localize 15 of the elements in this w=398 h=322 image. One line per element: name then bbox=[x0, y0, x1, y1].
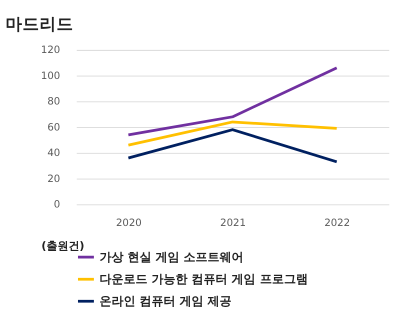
y-tick-label: 20 bbox=[47, 174, 60, 185]
y-tick-label: 40 bbox=[47, 148, 60, 160]
y-tick-label: 120 bbox=[40, 45, 60, 56]
chart-title: 마드리드 bbox=[6, 14, 74, 34]
legend-label: 온라인 컴퓨터 게임 제공 bbox=[99, 294, 232, 308]
y-tick-label: 60 bbox=[47, 122, 60, 134]
text: (출원건) bbox=[41, 239, 84, 252]
y-tick-label: 80 bbox=[47, 96, 60, 108]
x-tick-label: 2020 bbox=[116, 218, 142, 229]
y-tick-label: 100 bbox=[40, 70, 60, 82]
legend-label: 가상 현실 게임 소프트웨어 bbox=[99, 250, 244, 264]
x-tick-label: 2021 bbox=[220, 218, 246, 229]
legend-label: 다운로드 가능한 컴퓨터 게임 프로그램 bbox=[99, 272, 308, 286]
x-tick-label: 2022 bbox=[324, 218, 350, 229]
y-tick-label: 0 bbox=[54, 200, 60, 211]
